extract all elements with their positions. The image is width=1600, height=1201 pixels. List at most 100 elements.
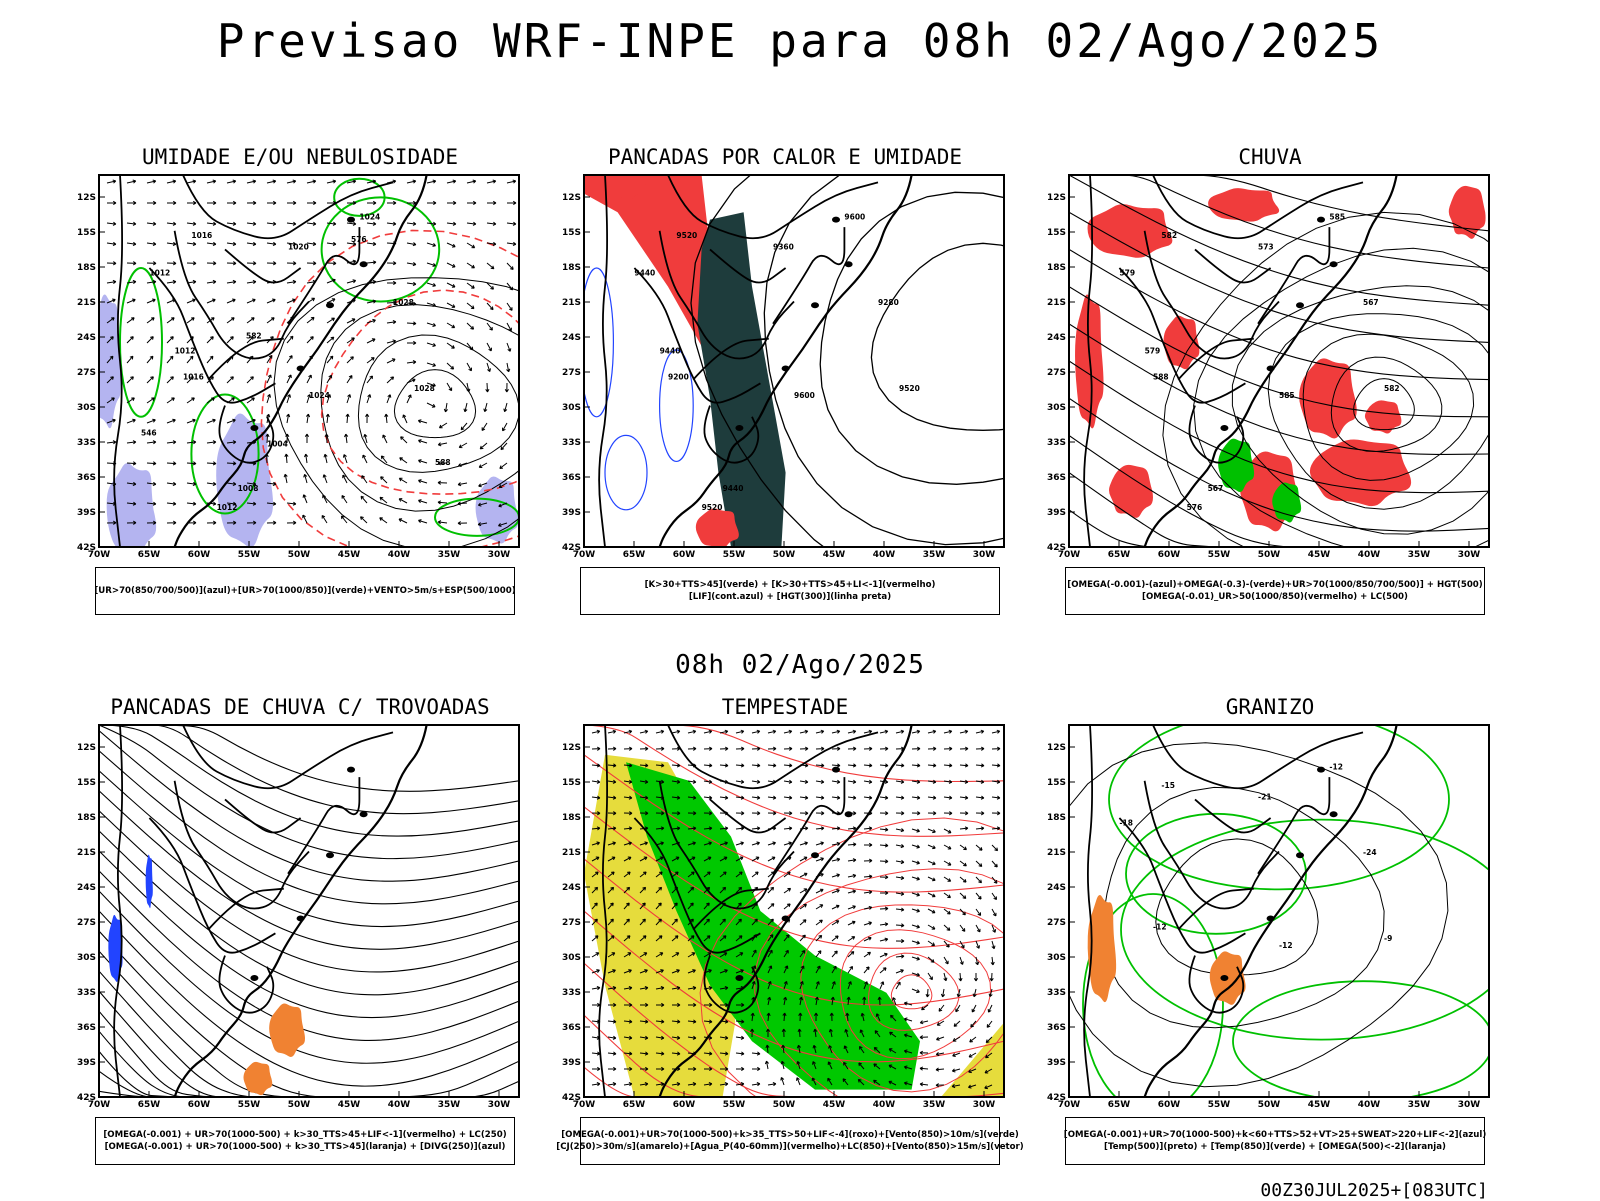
wind-vector	[863, 966, 870, 974]
wind-vector	[166, 440, 177, 445]
wind-vector	[285, 433, 290, 444]
wind-vector	[366, 299, 377, 304]
temperature-850-contour	[1232, 980, 1489, 1097]
wind-vector	[903, 1065, 913, 1070]
wind-vector	[863, 763, 873, 768]
wind-vector	[306, 241, 317, 246]
lat-tick-label: 24S	[562, 883, 581, 893]
wind-vector	[326, 241, 337, 246]
wind-vector	[266, 317, 275, 324]
wind-vector	[751, 871, 759, 878]
wind-vector	[146, 397, 155, 404]
wind-vector	[186, 241, 197, 246]
wind-vector	[959, 729, 969, 734]
lat-tick-label: 27S	[562, 918, 581, 928]
wind-vector	[286, 179, 297, 184]
wind-vector	[591, 763, 601, 768]
wind-vector	[703, 918, 710, 926]
wind-vector	[703, 746, 713, 751]
wind-vector	[879, 811, 889, 816]
wind-vector	[781, 1044, 786, 1054]
wind-vector	[927, 729, 937, 734]
wind-vector	[687, 1082, 697, 1087]
country-border	[692, 887, 769, 931]
wind-vector	[991, 826, 1001, 831]
panel-title: UMIDADE E/OU NEBULOSIDADE	[141, 145, 459, 169]
wind-vector	[911, 892, 920, 897]
wind-vector	[889, 1031, 897, 1038]
wind-vector	[847, 889, 857, 894]
wind-vector	[406, 394, 412, 404]
wind-vector	[286, 355, 293, 364]
wind-vector	[303, 473, 308, 484]
contour-label: 585	[1329, 213, 1345, 222]
wind-vector	[831, 965, 837, 974]
wind-vector	[959, 779, 969, 784]
wind-vector	[831, 746, 841, 751]
wind-vector	[843, 1061, 849, 1070]
wind-vector	[483, 402, 488, 413]
wind-vector	[506, 302, 513, 311]
wind-vector	[266, 221, 277, 226]
wind-vector	[418, 519, 428, 524]
streamline	[1069, 175, 1489, 269]
wind-vector	[437, 520, 448, 525]
wind-vector	[206, 200, 217, 206]
lat-tick-label: 42S	[1047, 543, 1066, 553]
legend-line-2: [OMEGA(-0.01)_UR>50(1000/850)(vermelho) …	[1142, 592, 1408, 602]
panel-title: PANCADAS POR CALOR E UMIDADE	[607, 145, 962, 169]
wind-vector	[226, 501, 237, 506]
contour-label: 9520	[702, 503, 723, 512]
wind-vector	[486, 342, 492, 352]
wind-vector	[591, 902, 598, 910]
wind-vector	[799, 841, 808, 846]
wind-vector	[719, 746, 729, 751]
wind-vector	[466, 382, 471, 393]
wind-vector	[623, 1019, 633, 1024]
wind-vector	[783, 826, 793, 831]
lake	[781, 915, 790, 922]
wind-vector	[486, 179, 497, 184]
wind-vector	[847, 858, 857, 863]
lake	[1296, 852, 1304, 859]
lake	[347, 766, 355, 773]
wind-vector	[266, 261, 277, 266]
wind-vector	[346, 394, 352, 404]
wind-vector	[719, 763, 729, 768]
wind-vector	[815, 857, 824, 862]
wind-vector	[443, 402, 448, 413]
country-border	[173, 780, 310, 910]
streamline	[99, 725, 519, 815]
wind-vector	[504, 382, 509, 393]
wind-vector	[406, 262, 417, 267]
wind-vector	[959, 763, 969, 768]
country-border	[207, 887, 284, 931]
wind-vector	[302, 514, 308, 524]
wind-vector	[703, 856, 712, 862]
wind-vector	[735, 746, 745, 751]
wind-vector	[879, 922, 889, 927]
contour-label: -21	[1258, 792, 1272, 801]
thickness-contour	[260, 229, 519, 547]
wind-vector	[911, 924, 920, 929]
wind-vector	[955, 1004, 961, 1013]
wind-vector	[799, 965, 805, 974]
wind-vector	[863, 842, 873, 848]
wind-vector	[752, 1066, 761, 1072]
wind-vector	[671, 1082, 681, 1087]
wind-vector	[783, 746, 793, 751]
wind-vector	[847, 873, 857, 878]
wind-vector	[146, 317, 155, 324]
wind-vector	[925, 988, 930, 998]
lat-tick-label: 21S	[1047, 848, 1066, 858]
wind-vector	[126, 397, 135, 404]
wind-vector	[751, 1051, 761, 1056]
lat-tick-label: 42S	[77, 1093, 96, 1103]
wind-vector	[895, 938, 905, 944]
wind-vector	[975, 746, 985, 751]
wind-vector	[386, 376, 395, 384]
wind-vector	[426, 402, 436, 408]
streamline-850	[890, 974, 933, 1010]
wind-vector	[607, 826, 617, 831]
wind-vector	[126, 200, 137, 206]
